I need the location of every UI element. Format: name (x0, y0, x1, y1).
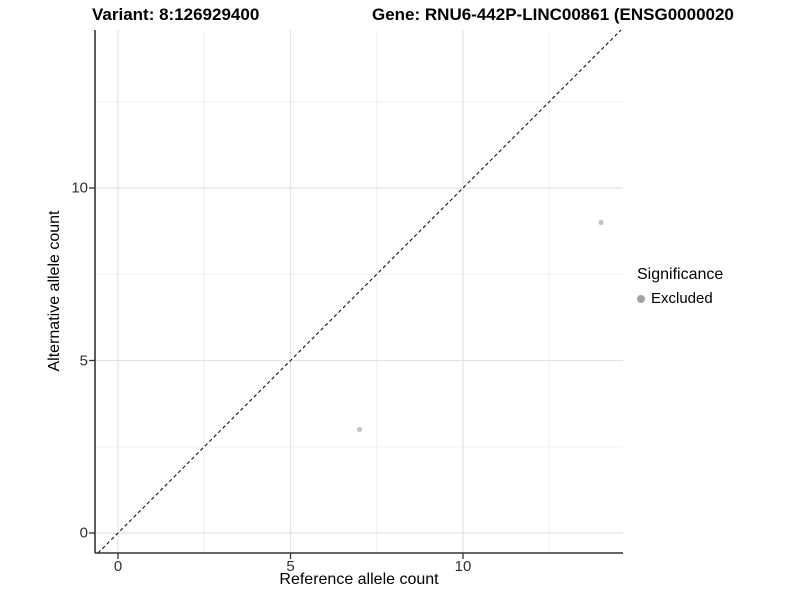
y-tick-label: 0 (79, 524, 88, 542)
data-point (356, 426, 363, 433)
legend: Significance Excluded (637, 266, 723, 307)
data-point (598, 219, 604, 226)
legend-key-dot (637, 294, 645, 303)
plot-title-gene: Gene: RNU6-442P-LINC00861 (ENSG0000020 (372, 5, 734, 24)
y-tick-label: 5 (79, 352, 88, 369)
legend-item: Excluded (637, 290, 723, 307)
plot-title-variant: Variant: 8:126929400 (92, 5, 260, 24)
legend-title: Significance (637, 266, 724, 283)
identity-line (97, 29, 622, 554)
x-tick-label: 5 (286, 558, 295, 575)
x-axis-title: Reference allele count (279, 571, 439, 588)
y-axis-title: Alternative allele count (46, 210, 63, 372)
x-tick-label: 10 (454, 558, 472, 575)
x-tick-label: 0 (113, 558, 123, 575)
legend-item-label: Excluded (651, 290, 713, 307)
y-tick-label: 10 (71, 179, 88, 197)
